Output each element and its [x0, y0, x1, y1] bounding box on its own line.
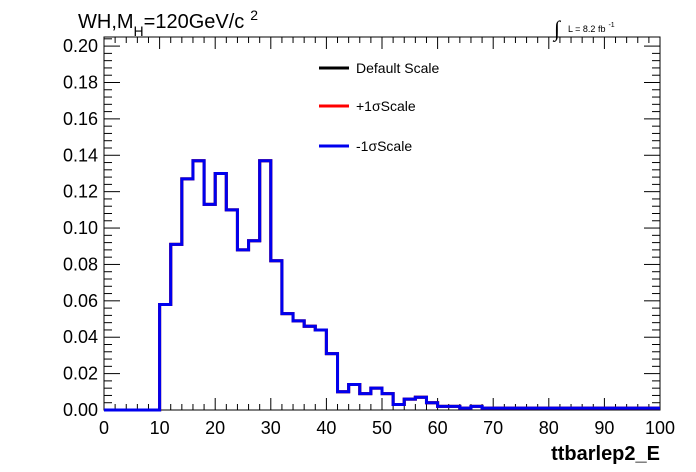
x-tick-label: 20: [205, 418, 225, 438]
x-tick-label: 40: [316, 418, 336, 438]
legend-label-minus: -1σScale: [356, 138, 412, 154]
y-tick-label: 0.12: [63, 182, 98, 202]
title-subscript: H: [134, 23, 144, 39]
series-line-1: [104, 159, 660, 412]
y-tick-label: 0.20: [63, 36, 98, 56]
series-line-2: [104, 159, 660, 412]
title-main: WH,M: [78, 11, 134, 33]
lumi-label: L = 8.2 fb -1: [568, 22, 615, 34]
axes-group: 0.00 0.02 0.04 0.06 0.08 0.10 0.12 0.14 0.16 0.18…: [63, 36, 675, 438]
y-tick-label: 0.16: [63, 109, 98, 129]
x-tick-label: 50: [372, 418, 392, 438]
y-tick-label: 0.08: [63, 254, 98, 274]
title-superscript: 2: [250, 7, 258, 23]
title-rest: =120GeV/c: [144, 11, 245, 33]
y-tick-label: 0.02: [63, 364, 98, 384]
lumi-integral: ∫: [552, 16, 562, 42]
x-tick-label: 80: [539, 418, 559, 438]
y-tick-label: 0.18: [63, 72, 98, 92]
x-tick-label: 0: [99, 418, 109, 438]
plot-frame: [103, 36, 661, 411]
x-tick-label: 70: [483, 418, 503, 438]
legend: Default Scale +1σScale -1σScale: [319, 60, 439, 154]
lumi-text: L = 8.2 fb: [568, 24, 605, 34]
x-tick-label: 60: [428, 418, 448, 438]
x-axis-label: ttbarlep2_E: [551, 443, 660, 465]
x-tick-label: 90: [594, 418, 614, 438]
chart-title: WH,MH=120GeV/c 2: [78, 7, 258, 39]
x-tick-label: 10: [150, 418, 170, 438]
lumi-superscript: -1: [608, 22, 614, 29]
x-tick-label: 30: [261, 418, 281, 438]
series-group: [104, 159, 660, 412]
legend-label-plus: +1σScale: [356, 98, 416, 114]
series-line-0: [104, 159, 660, 412]
y-tick-label: 0.04: [63, 327, 98, 347]
y-tick-label: 0.10: [63, 218, 98, 238]
legend-label-default: Default Scale: [356, 60, 439, 76]
y-tick-label: 0.14: [63, 145, 98, 165]
y-tick-label: 0.06: [63, 291, 98, 311]
y-tick-label: 0.00: [63, 400, 98, 420]
x-tick-label: 100: [645, 418, 675, 438]
